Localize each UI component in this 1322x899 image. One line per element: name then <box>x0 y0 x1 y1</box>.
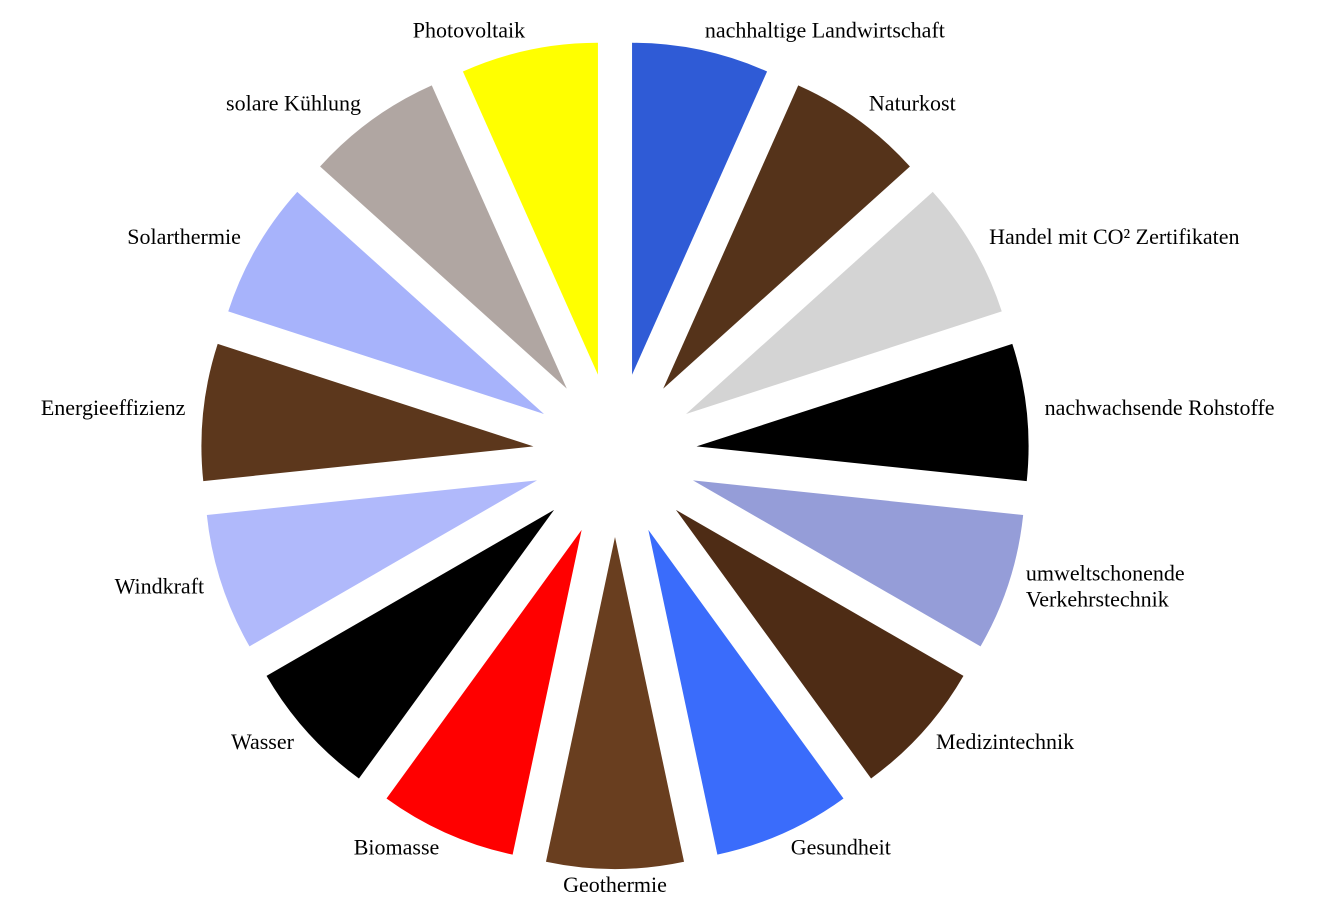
label-line: Naturkost <box>869 91 956 116</box>
label-line: Verkehrstechnik <box>1026 587 1169 612</box>
label-line: Photovoltaik <box>413 17 525 42</box>
pie-slice <box>206 480 538 647</box>
slice-label: umweltschonende Verkehrstechnik <box>1026 561 1185 612</box>
label-line: Energieeffizienz <box>41 395 186 420</box>
label-line: Gesundheit <box>791 835 891 860</box>
pie-slice <box>320 85 567 389</box>
pie-slice <box>462 42 598 375</box>
slice-label: Biomasse <box>354 835 440 860</box>
label-line: nachhaltige Landwirtschaft <box>705 17 945 42</box>
slice-label: Windkraft <box>115 574 205 599</box>
slice-label: Energieeffizienz <box>41 395 186 420</box>
pie-slice <box>201 343 534 482</box>
pie-slice <box>266 509 555 779</box>
slice-label: Medizintechnik <box>936 729 1074 754</box>
label-line: nachwachsende Rohstoffe <box>1045 395 1275 420</box>
slice-label: Gesundheit <box>791 835 891 860</box>
label-line: solare Kühlung <box>226 91 361 116</box>
label-line: Geothermie <box>563 872 667 897</box>
pie-slice <box>648 529 844 855</box>
pie-slice <box>386 529 582 855</box>
pie-slice <box>686 191 1002 414</box>
slice-label: nachwachsende Rohstoffe <box>1045 395 1275 420</box>
slice-label: Photovoltaik <box>413 17 525 42</box>
label-line: Wasser <box>231 729 295 754</box>
slice-label: Geothermie <box>563 872 667 897</box>
slice-label: Solarthermie <box>127 224 241 249</box>
label-line: Medizintechnik <box>936 729 1074 754</box>
slice-label: Naturkost <box>869 91 956 116</box>
pie-slice <box>675 509 964 779</box>
slice-label: Handel mit CO² Zertifikaten <box>989 224 1239 249</box>
pie-slice <box>545 537 685 870</box>
pie-slice <box>663 85 910 389</box>
label-line: Windkraft <box>115 574 205 599</box>
label-line: Solarthermie <box>127 224 241 249</box>
label-line: umweltschonende <box>1026 561 1185 586</box>
slice-label: nachhaltige Landwirtschaft <box>705 17 945 42</box>
pie-slice <box>692 480 1024 647</box>
pie-slice <box>696 343 1029 482</box>
slice-label: solare Kühlung <box>226 91 361 116</box>
slice-label: Wasser <box>231 729 295 754</box>
label-line: Biomasse <box>354 835 440 860</box>
pie-slice <box>228 191 544 414</box>
pie-slice <box>632 42 768 375</box>
label-line: Handel mit CO² Zertifikaten <box>989 224 1239 249</box>
